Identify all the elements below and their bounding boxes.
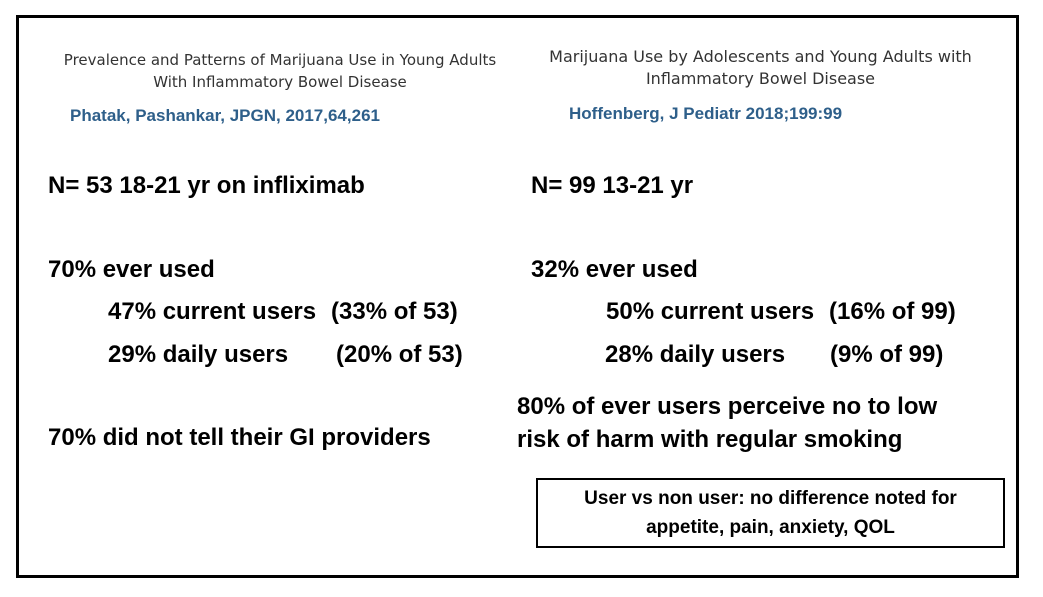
right-paper-title-line2: Inflammatory Bowel Disease [645, 69, 876, 88]
left-sample-size: N= 53 18-21 yr on infliximab [48, 172, 365, 199]
right-risk-line1: 80% of ever users perceive no to low [517, 393, 938, 420]
right-current-users: 50% current users [606, 298, 815, 325]
note-line1: User vs non user: no difference noted fo… [584, 488, 957, 509]
left-paper-title-line1: Prevalence and Patterns of Marijuana Use… [63, 51, 497, 69]
left-daily-users-count: (20% of 53) [336, 341, 463, 368]
right-daily-users-count: (9% of 99) [830, 341, 944, 368]
left-citation: Phatak, Pashankar, JPGN, 2017,64,261 [70, 106, 380, 125]
left-daily-users: 29% daily users [108, 341, 289, 368]
right-paper-title-line1: Marijuana Use by Adolescents and Young A… [549, 47, 972, 66]
left-did-not-tell: 70% did not tell their GI providers [48, 424, 431, 451]
right-ever-used: 32% ever used [531, 256, 698, 283]
left-paper-title-line2: With Inflammatory Bowel Disease [153, 73, 407, 91]
note-line2: appetite, pain, anxiety, QOL [646, 517, 895, 538]
left-ever-used: 70% ever used [48, 256, 215, 283]
right-daily-users: 28% daily users [605, 341, 786, 368]
slide-frame [16, 15, 1019, 578]
right-risk-line2: risk of harm with regular smoking [517, 426, 903, 453]
right-paper-title: Marijuana Use by Adolescents and Young A… [528, 46, 993, 90]
right-sample-size: N= 99 13-21 yr [531, 172, 694, 199]
right-current-users-count: (16% of 99) [829, 298, 956, 325]
left-current-users: 47% current users [108, 298, 317, 325]
left-paper-title: Prevalence and Patterns of Marijuana Use… [40, 49, 520, 93]
left-current-users-count: (33% of 53) [331, 298, 458, 325]
comparison-note-box: User vs non user: no difference noted fo… [536, 478, 1005, 548]
right-citation: Hoffenberg, J Pediatr 2018;199:99 [569, 104, 843, 123]
